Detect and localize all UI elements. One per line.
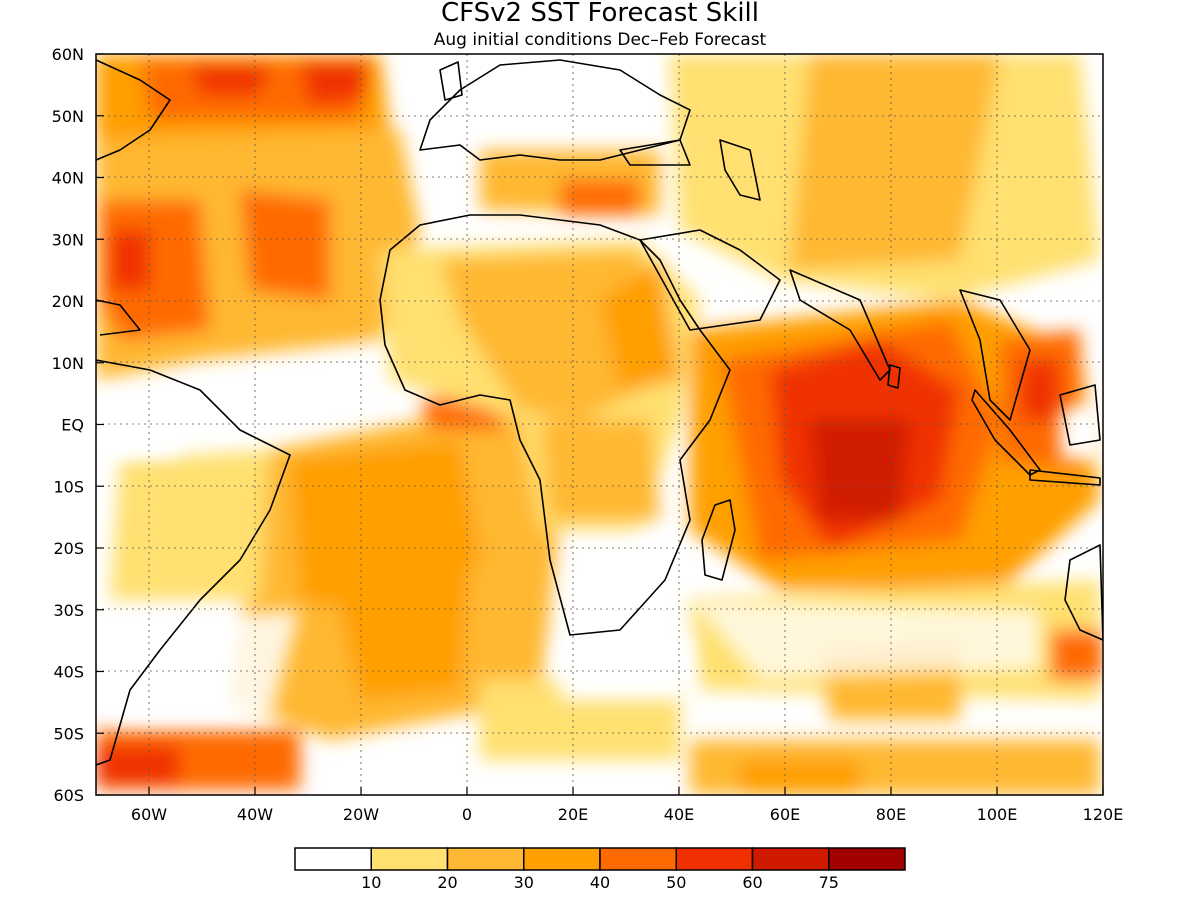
skill-field — [96, 54, 1103, 795]
x-tick-label: 40E — [664, 805, 694, 824]
y-axis: 60N 50N 40N 30N 20N 10N EQ 10S 20S 30S 40S 50S 60S — [52, 45, 104, 805]
map-subtitle: Aug initial conditions Dec–Feb Forecast — [434, 30, 767, 50]
y-tick-label: 40N — [52, 169, 84, 188]
x-tick-label: 20W — [343, 805, 379, 824]
colorbar-label: 50 — [666, 873, 686, 892]
x-tick-label: 100E — [977, 805, 1018, 824]
x-tick-label: 20E — [558, 805, 588, 824]
colorbar-label: 40 — [590, 873, 610, 892]
y-tick-label: 60N — [52, 45, 84, 64]
colorbar-swatch — [828, 847, 906, 871]
y-tick-label: 20N — [52, 292, 84, 311]
y-tick-label: 60S — [53, 786, 84, 805]
colorbar-swatch — [523, 847, 601, 871]
y-tick-label: 50N — [52, 107, 84, 126]
x-tick-label: 0 — [462, 805, 472, 824]
colorbar-label: 30 — [514, 873, 534, 892]
y-tick-label: 30N — [52, 230, 84, 249]
x-axis: 60W 40W 20W 0 20E 40E 60E 80E 100E 120E — [131, 787, 1123, 824]
colorbar-label: 75 — [819, 873, 839, 892]
y-tick-label: 10N — [52, 354, 84, 373]
colorbar-swatch — [370, 847, 449, 871]
y-tick-label: 30S — [53, 601, 84, 620]
colorbar-swatch — [294, 847, 372, 871]
colorbar-label: 60 — [742, 873, 762, 892]
x-tick-label: 60W — [131, 805, 167, 824]
colorbar-swatch — [675, 847, 754, 871]
y-tick-label: 50S — [53, 724, 84, 743]
y-tick-label: 10S — [53, 477, 84, 496]
skill-shading — [96, 54, 1103, 795]
map-title: CFSv2 SST Forecast Skill — [441, 0, 759, 28]
low-skill-areas — [96, 400, 1103, 720]
colorbar-label: 20 — [437, 873, 457, 892]
y-tick-label: 20S — [53, 539, 84, 558]
coastlines — [96, 59, 1103, 766]
colorbar-swatch — [599, 847, 677, 871]
y-tick-label: 40S — [53, 663, 84, 682]
y-tick-label: EQ — [61, 416, 84, 435]
x-tick-label: 120E — [1083, 805, 1124, 824]
colorbar-swatch — [751, 847, 830, 871]
x-tick-label: 60E — [770, 805, 800, 824]
colorbar: 10 20 30 40 50 60 75 — [294, 847, 906, 892]
colorbar-label: 10 — [361, 873, 381, 892]
colorbar-swatch — [446, 847, 525, 871]
x-tick-label: 80E — [876, 805, 906, 824]
x-tick-label: 40W — [237, 805, 273, 824]
